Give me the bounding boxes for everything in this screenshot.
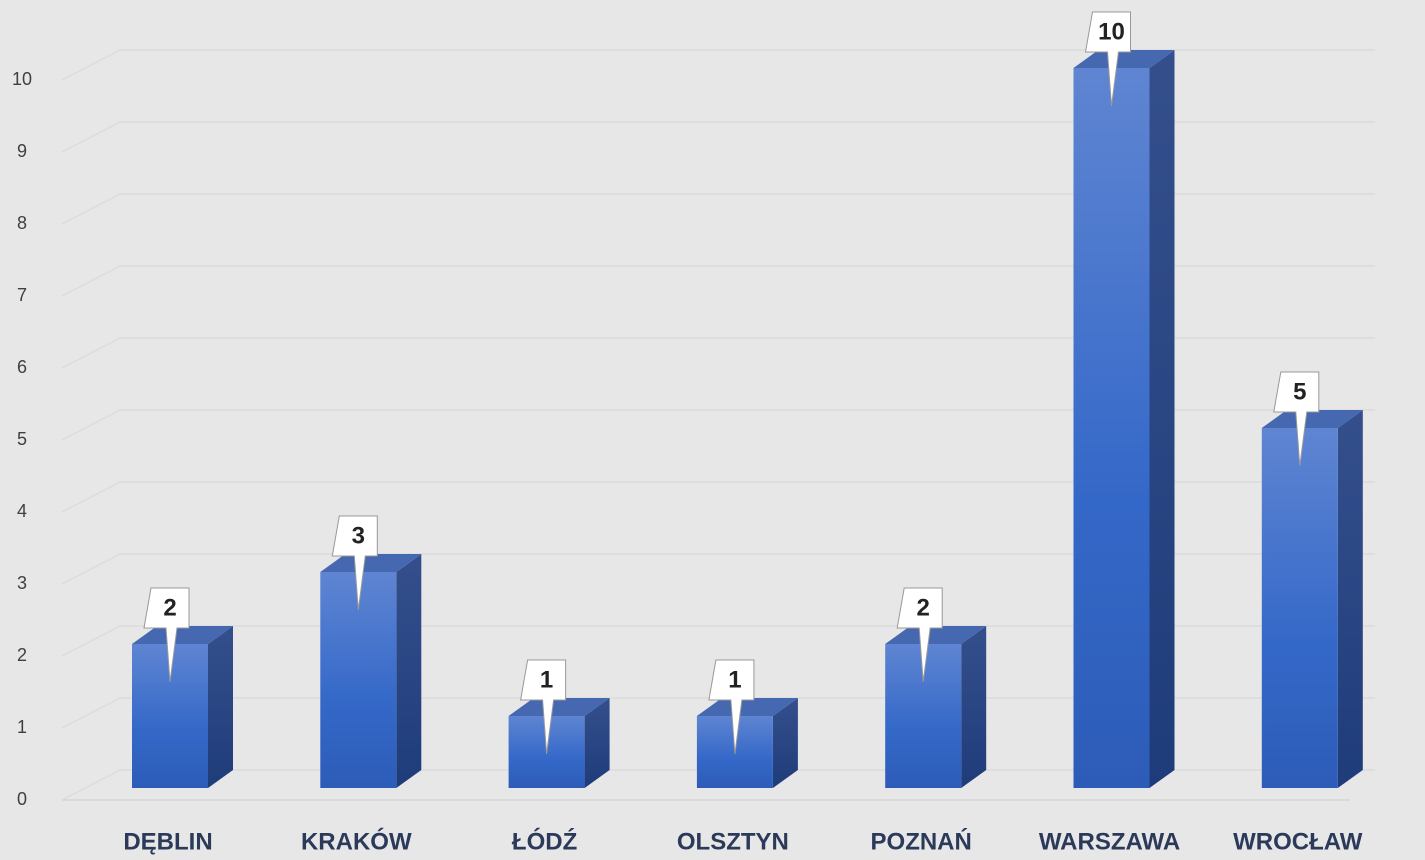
bar-top <box>696 698 798 716</box>
x-tick-label: OLSZTYN <box>677 828 789 855</box>
x-tick-label: KRAKÓW <box>301 827 412 855</box>
y-tick-label: 1 <box>17 717 27 737</box>
grid-line-side <box>61 481 121 513</box>
bar-side <box>396 554 422 788</box>
data-label: 2 <box>917 594 930 621</box>
data-label-callout <box>331 515 378 611</box>
data-label-callout <box>896 587 943 683</box>
bar-side <box>1149 50 1175 788</box>
bar-top <box>320 554 422 572</box>
grid-line-side <box>61 121 121 153</box>
y-tick-label: 8 <box>17 213 27 233</box>
grid-line-side <box>61 337 121 369</box>
data-label-callout <box>520 659 567 755</box>
x-tick-label: POZNAŃ <box>871 827 972 855</box>
y-tick-label: 5 <box>17 429 27 449</box>
y-tick-label: 0 <box>17 789 27 809</box>
bar <box>1073 68 1150 788</box>
data-label-callout <box>708 659 755 755</box>
bar-side <box>961 626 987 788</box>
bar-top <box>508 698 610 716</box>
grid-line-side <box>61 697 121 729</box>
grid-line-side <box>61 409 121 441</box>
data-label: 10 <box>1098 18 1125 45</box>
bar-side <box>208 626 233 788</box>
grid-line-side <box>61 553 121 585</box>
data-label: 5 <box>1293 378 1306 405</box>
data-label: 2 <box>163 594 176 621</box>
y-tick-label: 2 <box>17 645 27 665</box>
y-tick-label: 9 <box>17 141 27 161</box>
grid-line-side <box>61 265 121 297</box>
x-tick-label: WROCŁAW <box>1233 828 1363 855</box>
y-tick-label: 7 <box>17 285 27 305</box>
data-label-callout <box>143 587 190 683</box>
bar <box>1261 428 1338 788</box>
data-label: 1 <box>540 666 553 693</box>
grid-line-side <box>61 49 121 81</box>
y-tick-label: 4 <box>17 501 27 521</box>
bar-side <box>772 698 798 788</box>
bar-top <box>885 626 987 644</box>
y-tick-label: 3 <box>17 573 27 593</box>
x-tick-label: ŁÓDŹ <box>512 827 577 855</box>
y-tick-label: 10 <box>12 69 32 89</box>
bar-side <box>1337 410 1363 788</box>
bar-top <box>1261 410 1363 428</box>
x-tick-label: DĘBLIN <box>123 828 212 855</box>
x-tick-label: WARSZAWA <box>1039 828 1180 855</box>
grid-line-side <box>61 769 121 801</box>
grid-line-side <box>61 193 121 225</box>
bar-top <box>1073 50 1175 68</box>
grid-line-side <box>61 625 121 657</box>
data-label-callout <box>1273 371 1320 467</box>
y-tick-label: 6 <box>17 357 27 377</box>
bar-top <box>132 626 233 644</box>
data-label: 1 <box>728 666 741 693</box>
bar-side <box>584 698 610 788</box>
data-label: 3 <box>352 522 365 549</box>
data-label-callout <box>1084 11 1131 107</box>
